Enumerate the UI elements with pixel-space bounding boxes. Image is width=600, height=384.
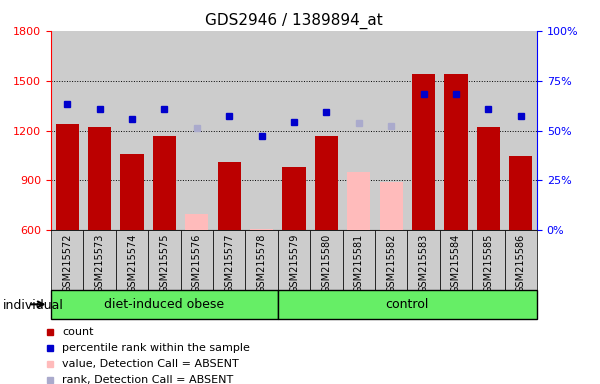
Bar bbox=[380, 182, 403, 230]
Bar bbox=[185, 214, 208, 230]
Bar bbox=[472, 230, 505, 290]
Text: diet-induced obese: diet-induced obese bbox=[104, 298, 224, 311]
Bar bbox=[83, 230, 116, 290]
Bar bbox=[88, 127, 111, 230]
Text: GSM215582: GSM215582 bbox=[386, 233, 396, 293]
Bar bbox=[56, 124, 79, 230]
Bar bbox=[51, 31, 83, 230]
Text: GSM215586: GSM215586 bbox=[516, 233, 526, 293]
Bar bbox=[440, 230, 472, 290]
Text: GSM215578: GSM215578 bbox=[257, 233, 266, 293]
Bar bbox=[375, 31, 407, 230]
Bar bbox=[278, 230, 310, 290]
Text: percentile rank within the sample: percentile rank within the sample bbox=[62, 343, 250, 353]
Bar bbox=[83, 31, 116, 230]
Bar bbox=[213, 230, 245, 290]
Bar bbox=[505, 31, 537, 230]
Text: GSM215574: GSM215574 bbox=[127, 233, 137, 293]
Bar bbox=[407, 31, 440, 230]
Text: control: control bbox=[386, 298, 429, 311]
Text: rank, Detection Call = ABSENT: rank, Detection Call = ABSENT bbox=[62, 374, 233, 384]
Title: GDS2946 / 1389894_at: GDS2946 / 1389894_at bbox=[205, 13, 383, 29]
Bar bbox=[440, 31, 472, 230]
Bar bbox=[245, 31, 278, 230]
Text: individual: individual bbox=[3, 299, 64, 312]
Bar bbox=[445, 74, 467, 230]
Bar bbox=[477, 127, 500, 230]
Bar bbox=[412, 74, 435, 230]
Text: GSM215579: GSM215579 bbox=[289, 233, 299, 293]
Bar bbox=[148, 31, 181, 230]
Bar bbox=[310, 31, 343, 230]
Text: GSM215572: GSM215572 bbox=[62, 233, 72, 293]
Bar bbox=[181, 230, 213, 290]
Bar bbox=[51, 230, 83, 290]
Bar bbox=[121, 154, 143, 230]
Bar bbox=[278, 31, 310, 230]
Bar bbox=[116, 31, 148, 230]
Text: GSM215584: GSM215584 bbox=[451, 233, 461, 293]
Bar bbox=[148, 230, 181, 290]
Bar bbox=[116, 230, 148, 290]
Text: GSM215576: GSM215576 bbox=[192, 233, 202, 293]
Bar bbox=[218, 162, 241, 230]
Bar bbox=[250, 229, 273, 230]
Bar bbox=[278, 290, 537, 319]
Text: GSM215577: GSM215577 bbox=[224, 233, 234, 293]
Bar bbox=[283, 167, 305, 230]
Text: GSM215583: GSM215583 bbox=[419, 233, 428, 293]
Bar bbox=[213, 31, 245, 230]
Bar bbox=[472, 31, 505, 230]
Bar bbox=[153, 136, 176, 230]
Text: GSM215580: GSM215580 bbox=[322, 233, 331, 293]
Bar bbox=[375, 230, 407, 290]
Bar bbox=[505, 230, 537, 290]
Bar bbox=[343, 230, 375, 290]
Bar bbox=[315, 136, 338, 230]
Bar bbox=[51, 290, 278, 319]
Bar bbox=[509, 156, 532, 230]
Text: GSM215575: GSM215575 bbox=[160, 233, 169, 293]
Text: value, Detection Call = ABSENT: value, Detection Call = ABSENT bbox=[62, 359, 239, 369]
Bar bbox=[181, 31, 213, 230]
Text: GSM215585: GSM215585 bbox=[484, 233, 493, 293]
Bar bbox=[347, 172, 370, 230]
Text: GSM215573: GSM215573 bbox=[95, 233, 104, 293]
Text: GSM215581: GSM215581 bbox=[354, 233, 364, 293]
Text: count: count bbox=[62, 327, 94, 337]
Bar bbox=[310, 230, 343, 290]
Bar bbox=[245, 230, 278, 290]
Bar bbox=[407, 230, 440, 290]
Bar bbox=[343, 31, 375, 230]
